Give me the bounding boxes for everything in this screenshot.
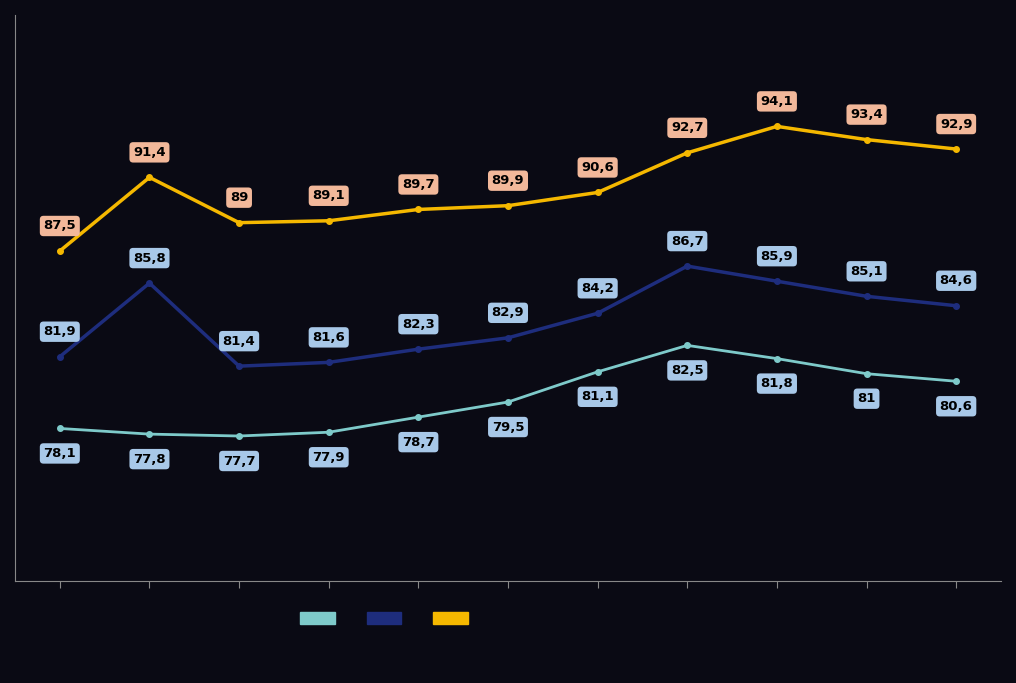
Text: 77,8: 77,8 <box>133 453 166 466</box>
Legend: , , : , , <box>295 606 485 631</box>
Text: 85,8: 85,8 <box>133 251 166 264</box>
Text: 89,7: 89,7 <box>402 178 435 191</box>
Text: 77,9: 77,9 <box>313 451 345 464</box>
Text: 89,9: 89,9 <box>492 174 524 187</box>
Text: 79,5: 79,5 <box>492 421 524 434</box>
Text: 89: 89 <box>230 191 248 204</box>
Text: 92,7: 92,7 <box>671 122 703 135</box>
Text: 82,5: 82,5 <box>671 364 704 377</box>
Text: 82,9: 82,9 <box>492 307 524 320</box>
Text: 80,6: 80,6 <box>940 400 972 413</box>
Text: 91,4: 91,4 <box>133 146 166 159</box>
Text: 93,4: 93,4 <box>850 108 883 121</box>
Text: 84,6: 84,6 <box>940 275 972 288</box>
Text: 90,6: 90,6 <box>581 161 614 174</box>
Text: 85,1: 85,1 <box>850 265 883 278</box>
Text: 78,1: 78,1 <box>44 447 76 460</box>
Text: 78,7: 78,7 <box>402 436 435 449</box>
Text: 94,1: 94,1 <box>761 95 793 108</box>
Text: 84,2: 84,2 <box>581 282 614 295</box>
Text: 92,9: 92,9 <box>940 117 972 130</box>
Text: 86,7: 86,7 <box>671 234 704 248</box>
Text: 81,1: 81,1 <box>581 390 614 404</box>
Text: 81,6: 81,6 <box>312 331 345 344</box>
Text: 81,4: 81,4 <box>223 335 255 348</box>
Text: 81,8: 81,8 <box>761 377 793 390</box>
Text: 82,3: 82,3 <box>402 318 435 331</box>
Text: 77,7: 77,7 <box>223 454 255 467</box>
Text: 89,1: 89,1 <box>312 189 345 202</box>
Text: 81,9: 81,9 <box>44 325 76 338</box>
Text: 81: 81 <box>858 392 876 405</box>
Text: 85,9: 85,9 <box>761 250 793 263</box>
Text: 87,5: 87,5 <box>44 219 76 232</box>
